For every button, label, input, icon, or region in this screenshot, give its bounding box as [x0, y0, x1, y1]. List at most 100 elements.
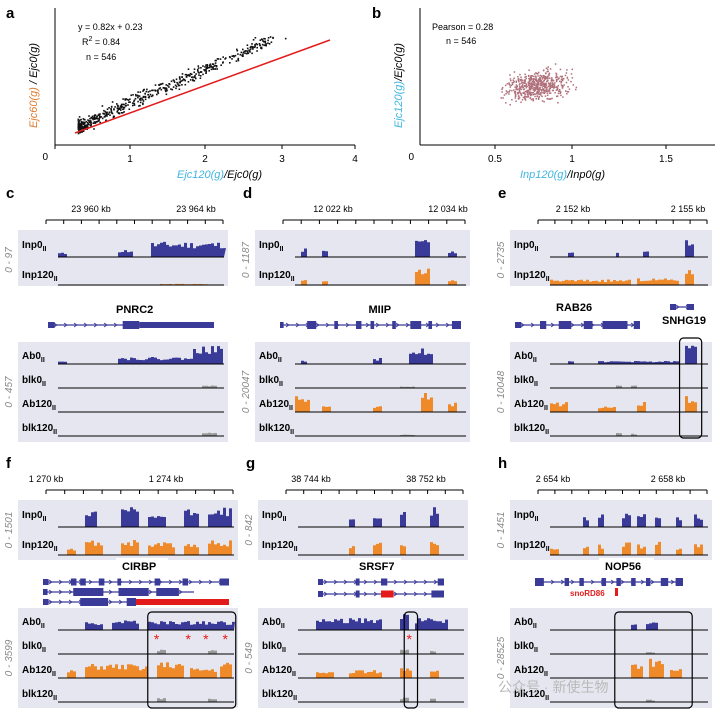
gene-exon	[633, 321, 640, 329]
scale-range-bottom: 0 - 549	[244, 642, 255, 674]
data-point	[229, 56, 231, 59]
gene-exon	[280, 322, 284, 328]
data-point	[526, 85, 528, 88]
data-point	[540, 89, 543, 91]
data-point	[546, 89, 548, 91]
data-point	[178, 81, 181, 84]
data-point	[515, 87, 517, 89]
data-point	[254, 37, 257, 39]
gene-exon	[70, 578, 77, 586]
data-point	[533, 93, 536, 95]
data-point	[123, 103, 125, 106]
gene-exon	[182, 578, 189, 586]
data-point	[185, 73, 188, 76]
panel-label-d: d	[243, 185, 252, 202]
data-point	[175, 87, 177, 90]
data-point	[546, 98, 548, 100]
data-point	[543, 76, 545, 78]
asterisk-mark: *	[406, 631, 412, 647]
data-point	[176, 81, 178, 84]
data-point	[260, 46, 263, 49]
data-point	[538, 92, 540, 94]
data-point	[525, 84, 527, 86]
data-point	[177, 84, 180, 87]
data-point	[263, 40, 265, 43]
data-point	[93, 121, 96, 123]
panel-c: c 23 960 kb 23 964 kb Inp0II Inp120II 0 - 97 P…	[4, 185, 228, 442]
gene-exon	[660, 578, 669, 586]
gene-exon	[381, 590, 394, 598]
data-point	[95, 116, 98, 119]
strand-arrow	[650, 579, 655, 585]
genome-browser-panels: c 23 960 kb 23 964 kb Inp0II Inp120II 0 - 97 P…	[4, 185, 712, 709]
data-point	[541, 86, 543, 88]
panel-d: d 12 022 kb 12 034 kb Inp0II Inp120II 0 - 118…	[241, 185, 470, 442]
data-point	[124, 99, 127, 101]
gene-exon	[370, 321, 375, 329]
gene-exon	[355, 590, 360, 598]
data-point	[556, 89, 559, 91]
track-label-inp120: Inp120II	[514, 540, 550, 553]
data-point	[208, 64, 211, 66]
data-point	[551, 84, 553, 87]
track-label-ab120: Ab120II	[514, 399, 548, 412]
data-point	[91, 117, 94, 120]
data-point	[264, 44, 267, 46]
gene-name-cirbp: CIRBP	[122, 561, 156, 573]
data-point	[198, 74, 200, 76]
coord-label-start: 38 744 kb	[291, 474, 331, 484]
data-point	[521, 83, 524, 86]
data-point	[526, 96, 528, 98]
gene-exon	[156, 588, 179, 596]
strand-arrow	[108, 589, 113, 595]
data-point	[522, 79, 524, 82]
data-point	[184, 73, 187, 76]
data-point	[538, 95, 541, 98]
track-label-blk120: blk120II	[514, 689, 549, 702]
data-point	[548, 74, 550, 76]
gene-exon	[602, 321, 628, 329]
data-point	[192, 76, 194, 78]
data-point	[535, 72, 537, 74]
data-point	[564, 74, 567, 77]
strand-arrow	[365, 322, 370, 328]
data-point	[203, 69, 205, 71]
data-point	[109, 114, 111, 116]
data-point	[535, 76, 537, 79]
data-point	[571, 68, 573, 71]
data-point	[533, 78, 535, 80]
chip-track-box	[255, 342, 470, 442]
data-point	[551, 97, 553, 100]
data-point	[137, 95, 139, 97]
data-point	[520, 94, 523, 97]
data-point	[555, 76, 557, 79]
y-axis-label-a: Ejc60(g) / Ejc0(g)	[28, 43, 40, 128]
data-point	[534, 93, 537, 95]
data-point	[246, 52, 248, 55]
scale-range-bottom: 0 - 3599	[4, 639, 15, 676]
data-point	[116, 104, 119, 107]
data-point	[540, 83, 542, 85]
data-point	[184, 79, 186, 82]
data-point	[540, 92, 542, 94]
scatter-points-a	[77, 36, 287, 135]
strand-arrow	[550, 322, 555, 328]
data-point	[199, 77, 202, 79]
data-point	[108, 107, 110, 109]
data-point	[519, 83, 521, 85]
data-point	[566, 93, 568, 95]
gene-name-miip: MIIP	[369, 304, 392, 316]
asterisk-mark: *	[186, 631, 192, 647]
data-point	[530, 87, 532, 89]
data-point	[120, 105, 123, 107]
track-label-ab0: Ab0II	[22, 351, 45, 364]
data-point	[556, 86, 558, 88]
data-point	[246, 51, 249, 53]
data-point	[520, 93, 522, 96]
data-point	[99, 113, 101, 115]
data-point	[249, 46, 252, 49]
data-point	[79, 119, 81, 122]
scale-range-bottom: 0 - 28525	[496, 636, 507, 679]
data-point	[133, 99, 136, 102]
data-point	[546, 90, 548, 93]
